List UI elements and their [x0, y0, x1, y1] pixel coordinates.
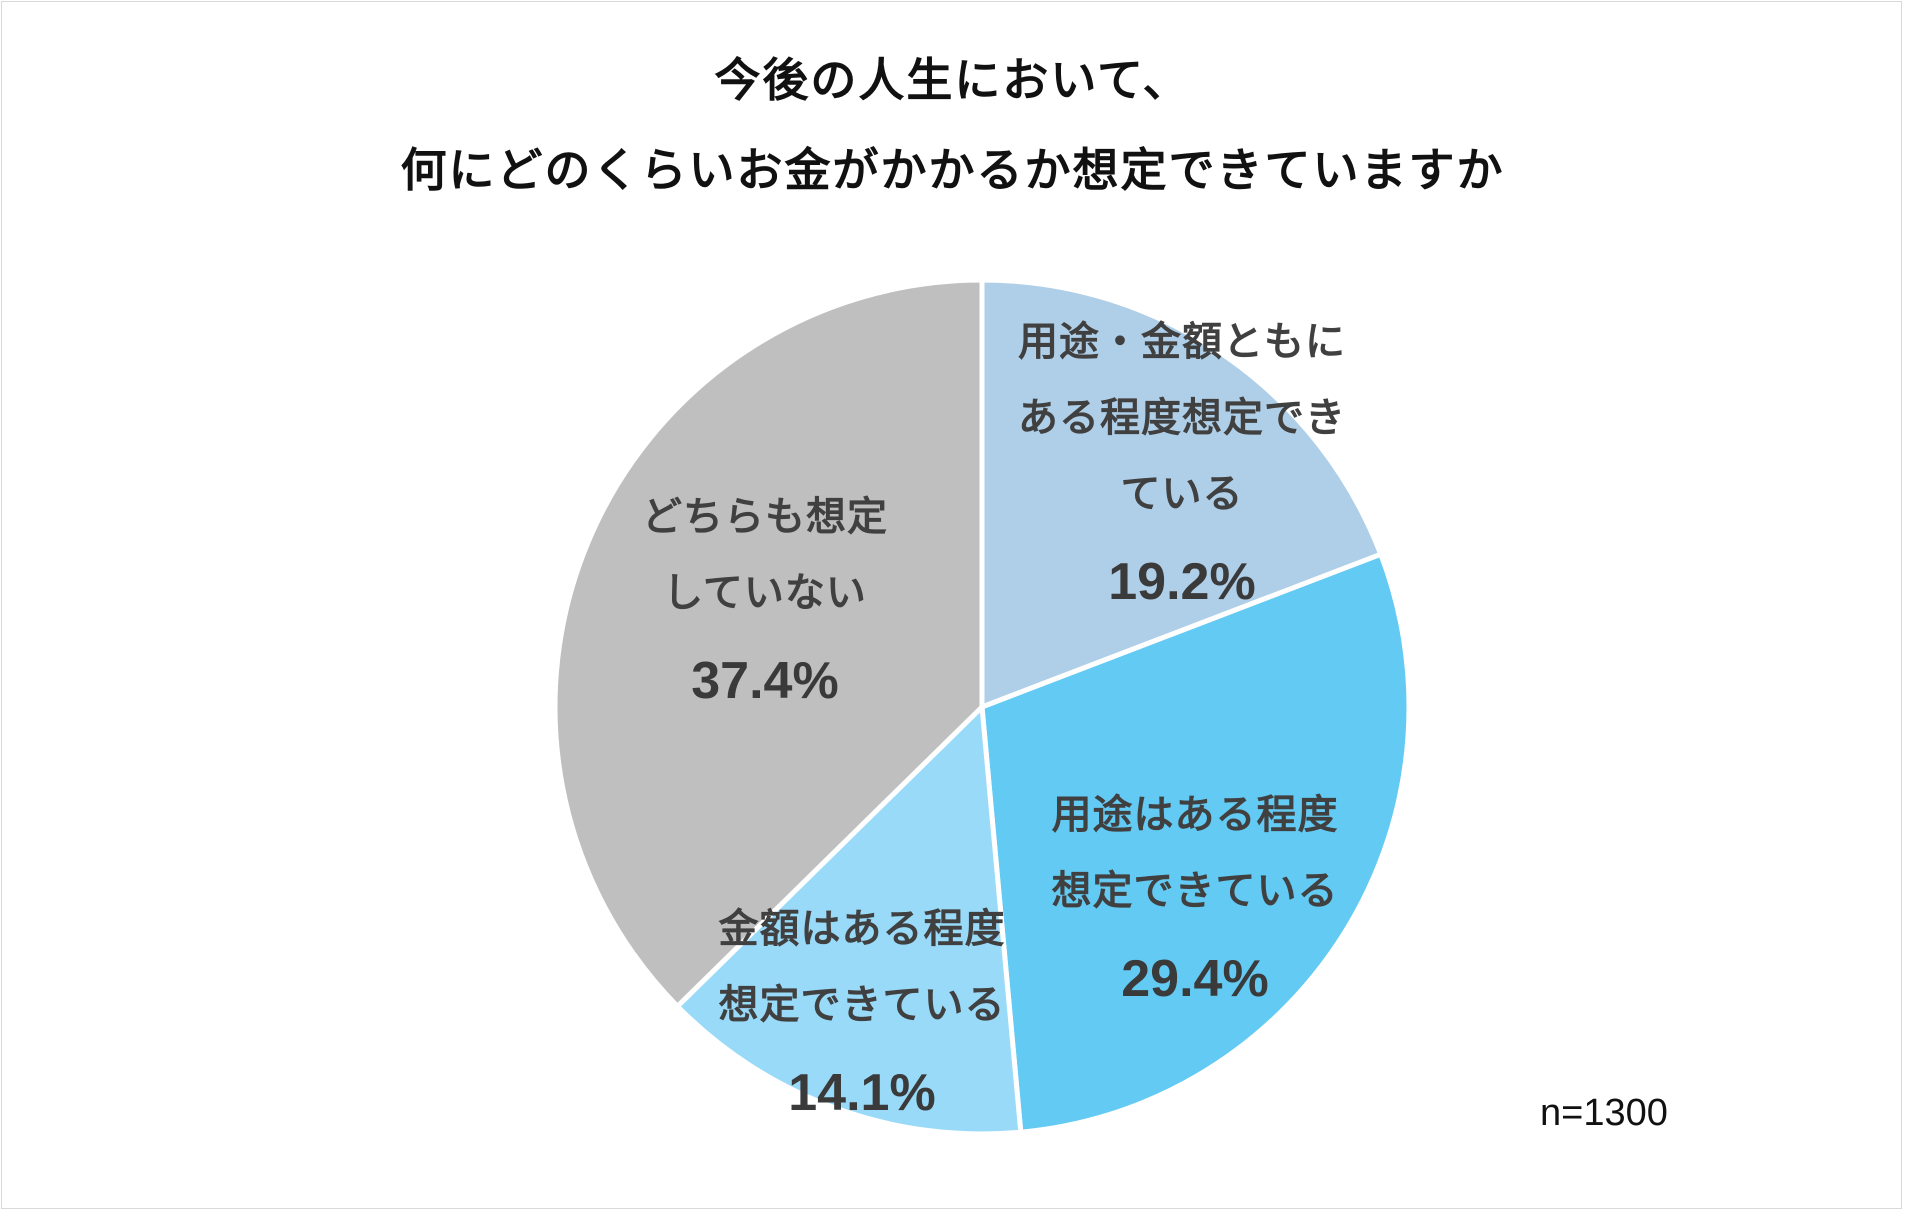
slice-value-use-somewhat: 29.4%	[1121, 950, 1268, 1008]
slice-value-both-somewhat: 19.2%	[1108, 553, 1255, 611]
pie-slice-use-somewhat	[979, 551, 1412, 1135]
slice-label-line: 想定できている	[719, 982, 1006, 1028]
slice-label-line: 想定できている	[1052, 868, 1339, 914]
chart-title-line-1: 今後の人生において、	[714, 53, 1191, 107]
pie-slice-neither	[552, 277, 985, 1009]
slice-label-line: 用途はある程度	[1052, 792, 1339, 838]
pie-slice-amount-somewhat	[674, 704, 1024, 1137]
slice-label-line: 用途・金額ともに	[1018, 319, 1346, 365]
sample-size-note: n=1300	[1540, 1092, 1668, 1134]
chart-title-line-2: 何にどのくらいお金がかかるか想定できていますか	[400, 143, 1505, 197]
pie-slices	[552, 277, 1412, 1137]
slice-value-neither: 37.4%	[691, 652, 838, 710]
slice-value-amount-somewhat: 14.1%	[788, 1064, 935, 1122]
slice-label-line: 金額はある程度	[718, 906, 1006, 952]
slice-label-line: ている	[1121, 471, 1244, 517]
slice-label-line: ある程度想定でき	[1018, 395, 1346, 441]
slice-label-line: していない	[663, 570, 867, 616]
pie-slice-both-somewhat	[979, 277, 1384, 710]
slice-label-line: どちらも想定	[642, 494, 888, 540]
